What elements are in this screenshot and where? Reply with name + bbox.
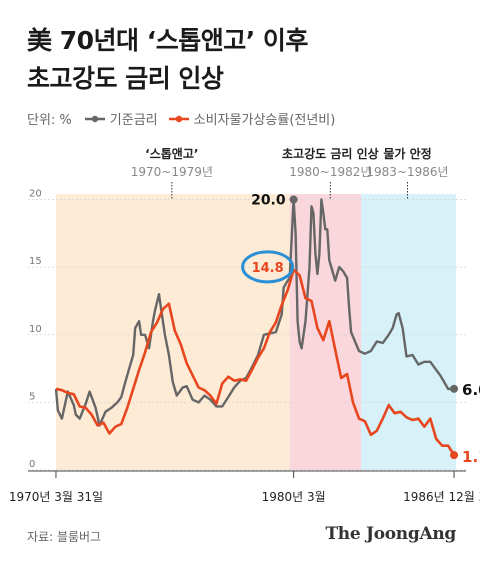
- cpi-end-dot: [450, 451, 459, 460]
- period-name-1: ‘스톱앤고’: [145, 146, 198, 161]
- title-line-1: 美 70년대 ‘스톱앤고’ 이후: [27, 26, 308, 55]
- legend-line-cpi-icon: [168, 115, 189, 122]
- legend: 단위: % 기준금리 소비자물가상승률(전년비): [27, 109, 345, 128]
- x-tick-label-2: 1986년 12월 31일: [403, 490, 480, 504]
- period-band-3: [360, 194, 457, 470]
- period-range-2: 1980~1982년: [289, 165, 371, 179]
- y-tick-label-0: 0: [29, 459, 35, 470]
- y-tick-label-4: 20: [29, 189, 42, 200]
- series-line-cpi: [55, 268, 456, 456]
- x-tick-label-1: 1980년 3월: [262, 490, 326, 504]
- period-band-1: [55, 194, 290, 470]
- legend-label-policy-rate: 기준금리: [109, 113, 158, 128]
- rate-peak-dot: [289, 195, 298, 204]
- period-range-1: 1970~1979년: [131, 165, 213, 179]
- cpi-end-label: 1.1: [462, 448, 480, 466]
- cpi-peak-highlight-ring: [241, 250, 295, 284]
- rate-end-dot: [450, 384, 459, 393]
- y-tick-label-3: 15: [29, 256, 42, 267]
- legend-line-policy-rate-icon: [84, 115, 105, 122]
- title-line-2: 초고강도 금리 인상: [27, 64, 224, 93]
- unit-label: 단위: %: [27, 113, 72, 128]
- legend-item-cpi: 소비자물가상승률(전년비): [168, 109, 336, 128]
- legend-label-cpi: 소비자물가상승률(전년비): [193, 113, 336, 128]
- source-label: 자료: 블룸버그: [27, 530, 102, 544]
- period-range-3: 1983~1986년: [366, 165, 448, 179]
- rate-peak-label: 20.0: [251, 193, 286, 209]
- cpi-peak-label: 14.8: [252, 261, 284, 276]
- period-name-2: 초고강도 금리 인상: [282, 146, 379, 161]
- x-tick-label-0: 1970년 3월 31일: [9, 490, 103, 504]
- brand-logo: The JoongAng: [325, 524, 456, 544]
- period-name-3: 물가 안정: [383, 146, 431, 161]
- y-tick-label-1: 5: [29, 391, 35, 402]
- rate-end-label: 6.0: [462, 381, 480, 399]
- chart-title: 美 70년대 ‘스톱앤고’ 이후 초고강도 금리 인상: [27, 22, 308, 98]
- legend-item-policy-rate: 기준금리: [84, 109, 158, 128]
- y-tick-label-2: 10: [29, 324, 42, 335]
